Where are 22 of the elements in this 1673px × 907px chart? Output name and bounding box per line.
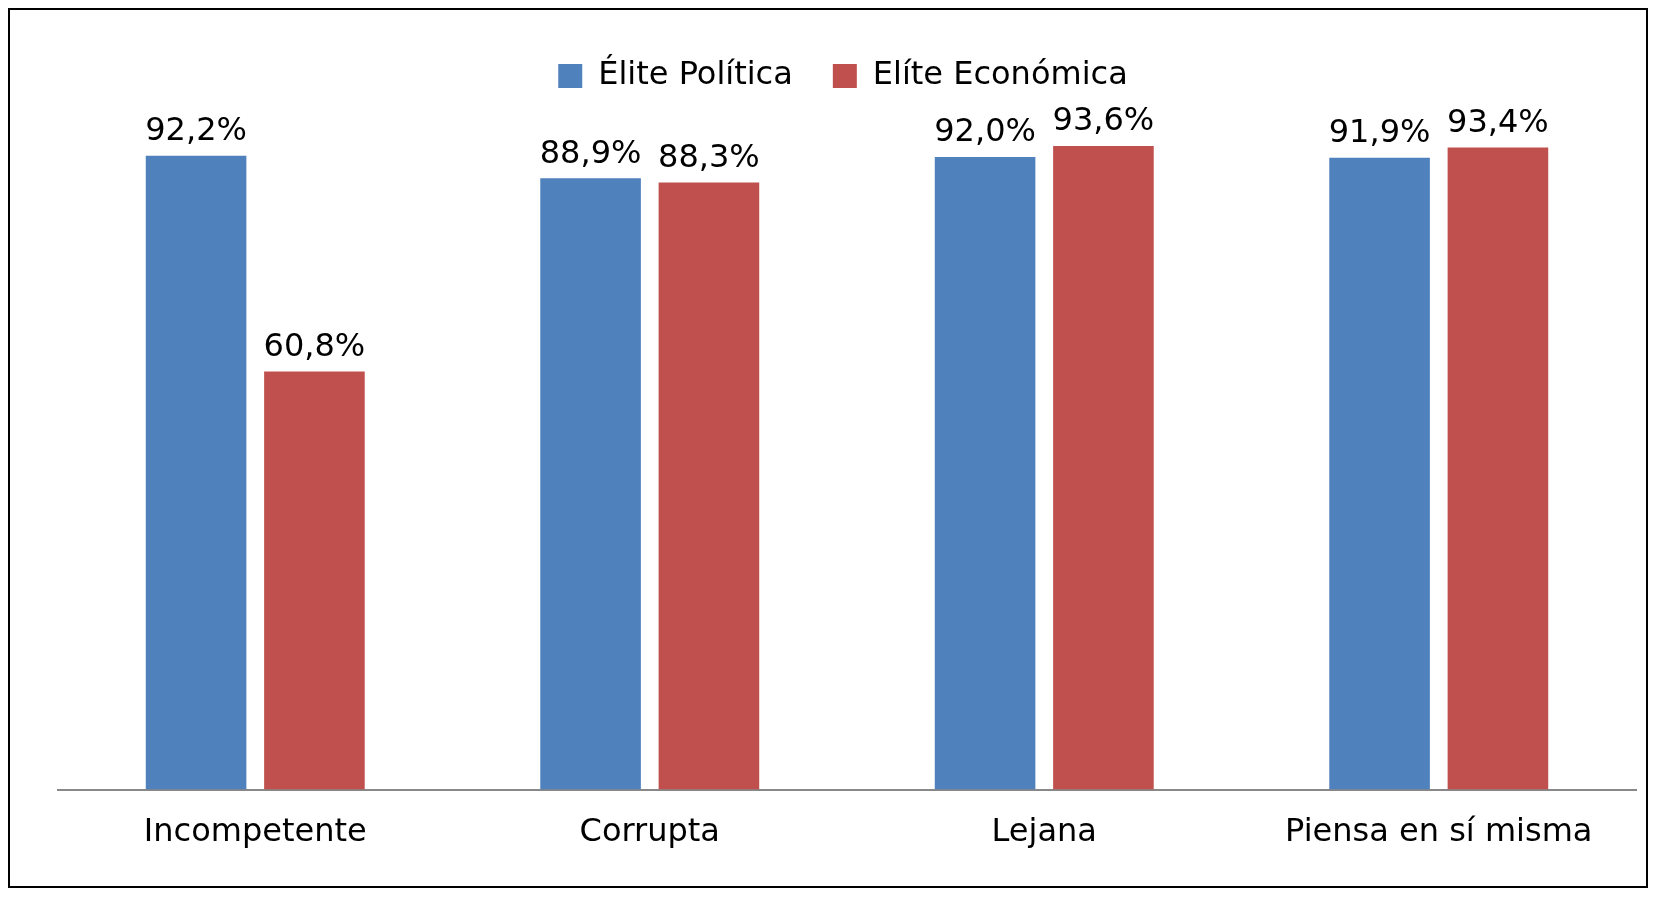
bar — [264, 371, 365, 790]
bar — [934, 157, 1036, 790]
bar — [540, 178, 641, 790]
x-tick-label: Lejana — [991, 811, 1097, 850]
data-label: 92,0% — [934, 111, 1036, 150]
data-label: 92,2% — [145, 109, 247, 148]
x-tick-label: Incompetente — [143, 811, 367, 850]
data-label: 88,3% — [658, 136, 760, 175]
bar — [1447, 147, 1549, 790]
data-label: 60,8% — [263, 325, 366, 364]
data-label: 93,4% — [1447, 101, 1549, 140]
data-label: 91,9% — [1328, 112, 1431, 151]
data-label: 88,9% — [539, 132, 642, 171]
bar — [1329, 157, 1430, 790]
legend-label: Élite Política — [598, 54, 793, 93]
bar — [1053, 146, 1154, 790]
x-tick-label: Piensa en sí misma — [1285, 811, 1593, 850]
x-tick-label: Corrupta — [579, 811, 720, 850]
bar — [658, 182, 760, 790]
legend-label: Elíte Económica — [872, 54, 1128, 93]
data-label: 93,6% — [1052, 100, 1155, 139]
bar — [145, 155, 247, 790]
